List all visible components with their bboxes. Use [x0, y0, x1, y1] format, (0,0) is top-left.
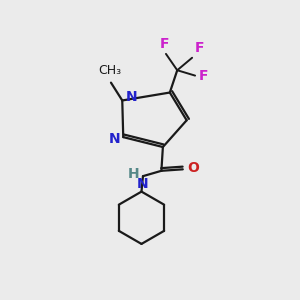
Text: CH₃: CH₃ — [98, 64, 121, 77]
Text: F: F — [194, 41, 204, 55]
Text: O: O — [187, 161, 199, 175]
Text: F: F — [160, 37, 169, 51]
Text: N: N — [126, 91, 138, 104]
Text: N: N — [109, 133, 121, 146]
Text: N: N — [136, 177, 148, 191]
Text: F: F — [199, 69, 208, 82]
Text: H: H — [128, 167, 140, 181]
